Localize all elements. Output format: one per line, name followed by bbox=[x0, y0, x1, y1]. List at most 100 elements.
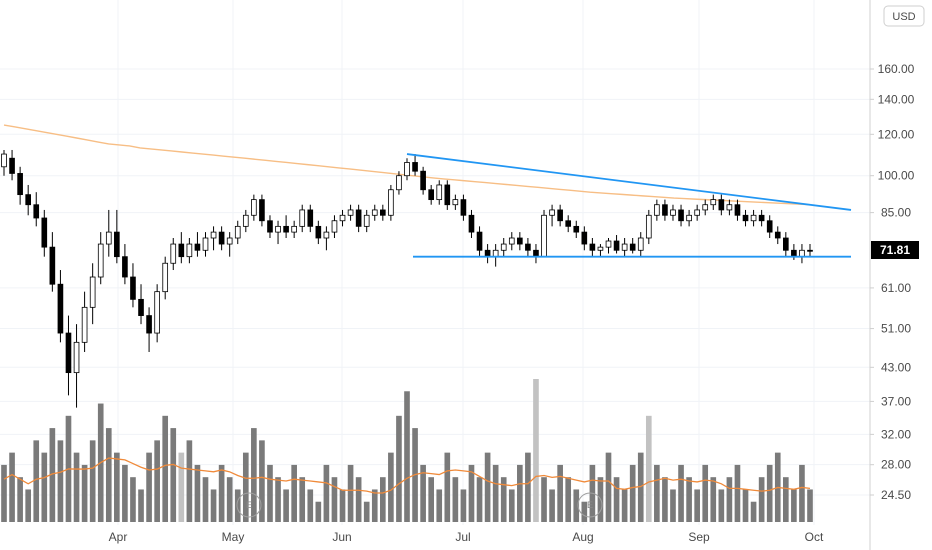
volume-bar bbox=[637, 452, 644, 522]
candle bbox=[508, 232, 515, 251]
candle-body bbox=[146, 315, 152, 334]
candle bbox=[710, 194, 717, 210]
candle bbox=[533, 244, 539, 264]
volume-bars bbox=[1, 379, 813, 522]
volume-bar bbox=[178, 452, 185, 522]
volume-bar bbox=[259, 440, 265, 522]
candle-body bbox=[484, 249, 491, 258]
y-tick-label: 43.00 bbox=[881, 360, 911, 374]
candle bbox=[678, 204, 684, 227]
candle bbox=[774, 226, 781, 245]
candle-body bbox=[718, 199, 725, 211]
volume-bar bbox=[702, 464, 709, 522]
candle-body bbox=[194, 243, 201, 251]
candle-body bbox=[541, 214, 547, 258]
candle bbox=[637, 232, 644, 257]
candle-body bbox=[283, 225, 289, 233]
volume-bar bbox=[718, 489, 725, 522]
candle bbox=[194, 232, 201, 257]
candle-body bbox=[791, 249, 797, 258]
candle bbox=[363, 209, 370, 233]
candle bbox=[484, 244, 491, 264]
candle-body bbox=[605, 240, 612, 248]
earnings-marker[interactable]: E bbox=[236, 492, 262, 518]
candle bbox=[541, 209, 547, 258]
volume-bar bbox=[468, 464, 475, 522]
x-tick-label: Sep bbox=[688, 530, 710, 544]
candle bbox=[1, 149, 7, 176]
candle bbox=[162, 256, 169, 300]
candle-body bbox=[202, 237, 209, 251]
candle bbox=[178, 232, 185, 264]
volume-bar bbox=[73, 452, 80, 522]
candle-body bbox=[1, 153, 7, 168]
volume-bar bbox=[234, 489, 241, 522]
candle bbox=[234, 220, 241, 245]
candle-body bbox=[299, 209, 306, 227]
candle-body bbox=[65, 332, 72, 374]
candle bbox=[242, 209, 249, 233]
candle-body bbox=[33, 204, 40, 219]
last-price-marker: 71.81 bbox=[871, 241, 919, 259]
volume-bar bbox=[33, 440, 40, 522]
volume-bar bbox=[138, 489, 144, 522]
candle-body bbox=[162, 262, 169, 293]
y-tick-label: 28.00 bbox=[881, 458, 911, 472]
candle bbox=[396, 171, 402, 195]
candle-body bbox=[259, 199, 265, 222]
volume-bar bbox=[726, 477, 733, 522]
last-price-label: 71.81 bbox=[880, 243, 910, 257]
trendline-descending-resistance[interactable] bbox=[406, 153, 852, 211]
candle-body bbox=[404, 162, 410, 177]
candle-body bbox=[460, 199, 467, 216]
candle bbox=[654, 199, 660, 221]
candle bbox=[380, 204, 386, 221]
candle-body bbox=[41, 217, 48, 248]
candle bbox=[734, 199, 741, 221]
y-tick-label: 51.00 bbox=[881, 322, 911, 336]
volume-bar bbox=[645, 415, 652, 522]
candle-body bbox=[323, 231, 330, 239]
candle bbox=[267, 215, 273, 239]
candle bbox=[299, 204, 306, 233]
x-tick-label: Oct bbox=[805, 530, 824, 544]
candle bbox=[581, 226, 588, 251]
earnings-marker[interactable]: E bbox=[577, 492, 603, 518]
candle-body bbox=[130, 276, 136, 300]
candle bbox=[57, 270, 64, 343]
volume-bar bbox=[122, 464, 128, 522]
y-axis[interactable]: 160.00 140.00 120.00 100.00 85.00 61.00 51.00 4… bbox=[870, 62, 915, 502]
candle bbox=[468, 209, 475, 239]
candle bbox=[645, 209, 652, 245]
candle-body bbox=[355, 209, 362, 227]
candle bbox=[186, 238, 193, 264]
candle-body bbox=[218, 231, 225, 245]
volume-bar bbox=[508, 489, 515, 522]
candle-body bbox=[307, 209, 314, 227]
currency-badge[interactable]: USD bbox=[883, 5, 925, 27]
candle bbox=[154, 284, 160, 343]
candle-body bbox=[597, 246, 604, 251]
trendlines bbox=[406, 153, 852, 258]
x-axis[interactable]: Apr May Jun Jul Aug Sep Oct bbox=[109, 530, 824, 544]
candle-body bbox=[105, 231, 112, 245]
candle bbox=[49, 232, 56, 292]
volume-bar bbox=[549, 489, 555, 522]
candle bbox=[662, 199, 668, 221]
volume-bar bbox=[791, 489, 797, 522]
volume-bar bbox=[750, 501, 757, 522]
candle-body bbox=[89, 276, 96, 308]
candle-body bbox=[565, 220, 572, 227]
candle-body bbox=[662, 204, 668, 216]
candle-body bbox=[533, 249, 539, 258]
candle-body bbox=[492, 249, 499, 258]
candle bbox=[307, 204, 314, 233]
volume-bar bbox=[396, 415, 402, 522]
candle bbox=[629, 238, 636, 254]
volume-bar bbox=[694, 489, 700, 522]
candle-body bbox=[742, 214, 749, 222]
candle-body bbox=[702, 204, 709, 211]
candle-body bbox=[581, 231, 588, 245]
